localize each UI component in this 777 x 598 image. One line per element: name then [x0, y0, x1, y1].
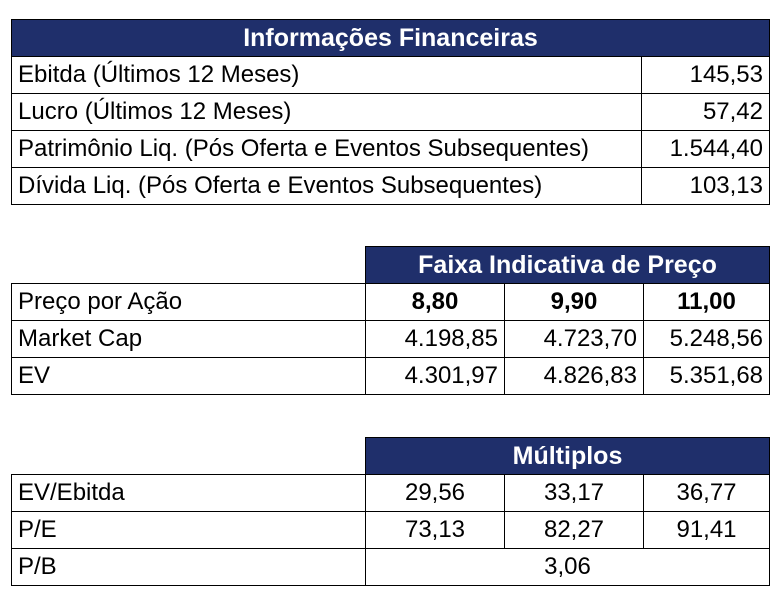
- row-label: EV: [11, 357, 366, 395]
- row-value: 73,13: [365, 511, 505, 549]
- price-high: 11,00: [642, 283, 771, 321]
- row-value: 4.198,85: [365, 320, 505, 358]
- financial-info-header: Informações Financeiras: [11, 19, 770, 57]
- row-label: P/E: [11, 511, 366, 549]
- row-value: 5.248,56: [642, 320, 771, 358]
- price-mid: 9,90: [504, 283, 644, 321]
- table-row: EV/Ebitda 29,56 33,17 36,77: [11, 474, 770, 512]
- row-value: 145,53: [641, 56, 770, 94]
- row-value: 29,56: [365, 474, 505, 512]
- price-low: 8,80: [365, 283, 505, 321]
- table-row: Preço por Ação 8,80 9,90 11,00: [11, 283, 771, 321]
- row-value: 4.826,83: [504, 357, 644, 395]
- price-range-header: Faixa Indicativa de Preço: [12, 246, 771, 284]
- table-row: Market Cap 4.198,85 4.723,70 5.248,56: [11, 320, 771, 358]
- row-value: 91,41: [643, 511, 770, 549]
- table-row: Dívida Liq. (Pós Oferta e Eventos Subseq…: [11, 167, 770, 205]
- financial-info-title: Informações Financeiras: [11, 19, 770, 57]
- table-row: EV 4.301,97 4.826,83 5.351,68: [11, 357, 771, 395]
- row-value: 82,27: [504, 511, 644, 549]
- row-label: Ebitda (Últimos 12 Meses): [11, 56, 642, 94]
- row-value: 57,42: [641, 93, 770, 131]
- multiples-table: Múltiplos EV/Ebitda 29,56 33,17 36,77 P/…: [11, 437, 770, 586]
- price-range-title: Faixa Indicativa de Preço: [364, 246, 771, 284]
- table-row: Ebitda (Últimos 12 Meses) 145,53: [11, 56, 770, 94]
- row-label: P/B: [11, 548, 366, 586]
- row-value: 5.351,68: [642, 357, 771, 395]
- table-row: P/E 73,13 82,27 91,41: [11, 511, 770, 549]
- table-row: Patrimônio Liq. (Pós Oferta e Eventos Su…: [11, 130, 770, 168]
- row-value: 36,77: [643, 474, 770, 512]
- table-row: P/B 3,06: [11, 548, 770, 586]
- row-label: Lucro (Últimos 12 Meses): [11, 93, 642, 131]
- table-row: Lucro (Últimos 12 Meses) 57,42: [11, 93, 770, 131]
- row-value: 1.544,40: [641, 130, 770, 168]
- row-label: Patrimônio Liq. (Pós Oferta e Eventos Su…: [11, 130, 642, 168]
- row-value: 103,13: [641, 167, 770, 205]
- financial-info-table: Informações Financeiras Ebitda (Últimos …: [11, 19, 770, 205]
- multiples-header: Múltiplos: [12, 437, 770, 475]
- row-label: Preço por Ação: [11, 283, 366, 321]
- header-spacer: [12, 438, 366, 475]
- row-value: 4.723,70: [504, 320, 644, 358]
- pb-value: 3,06: [365, 548, 770, 586]
- row-label: Market Cap: [11, 320, 366, 358]
- row-value: 4.301,97: [365, 357, 505, 395]
- header-spacer: [12, 247, 366, 284]
- row-label: Dívida Liq. (Pós Oferta e Eventos Subseq…: [11, 167, 642, 205]
- row-label: EV/Ebitda: [11, 474, 366, 512]
- row-value: 33,17: [504, 474, 644, 512]
- price-range-table: Faixa Indicativa de Preço Preço por Ação…: [11, 246, 771, 395]
- multiples-title: Múltiplos: [365, 437, 770, 475]
